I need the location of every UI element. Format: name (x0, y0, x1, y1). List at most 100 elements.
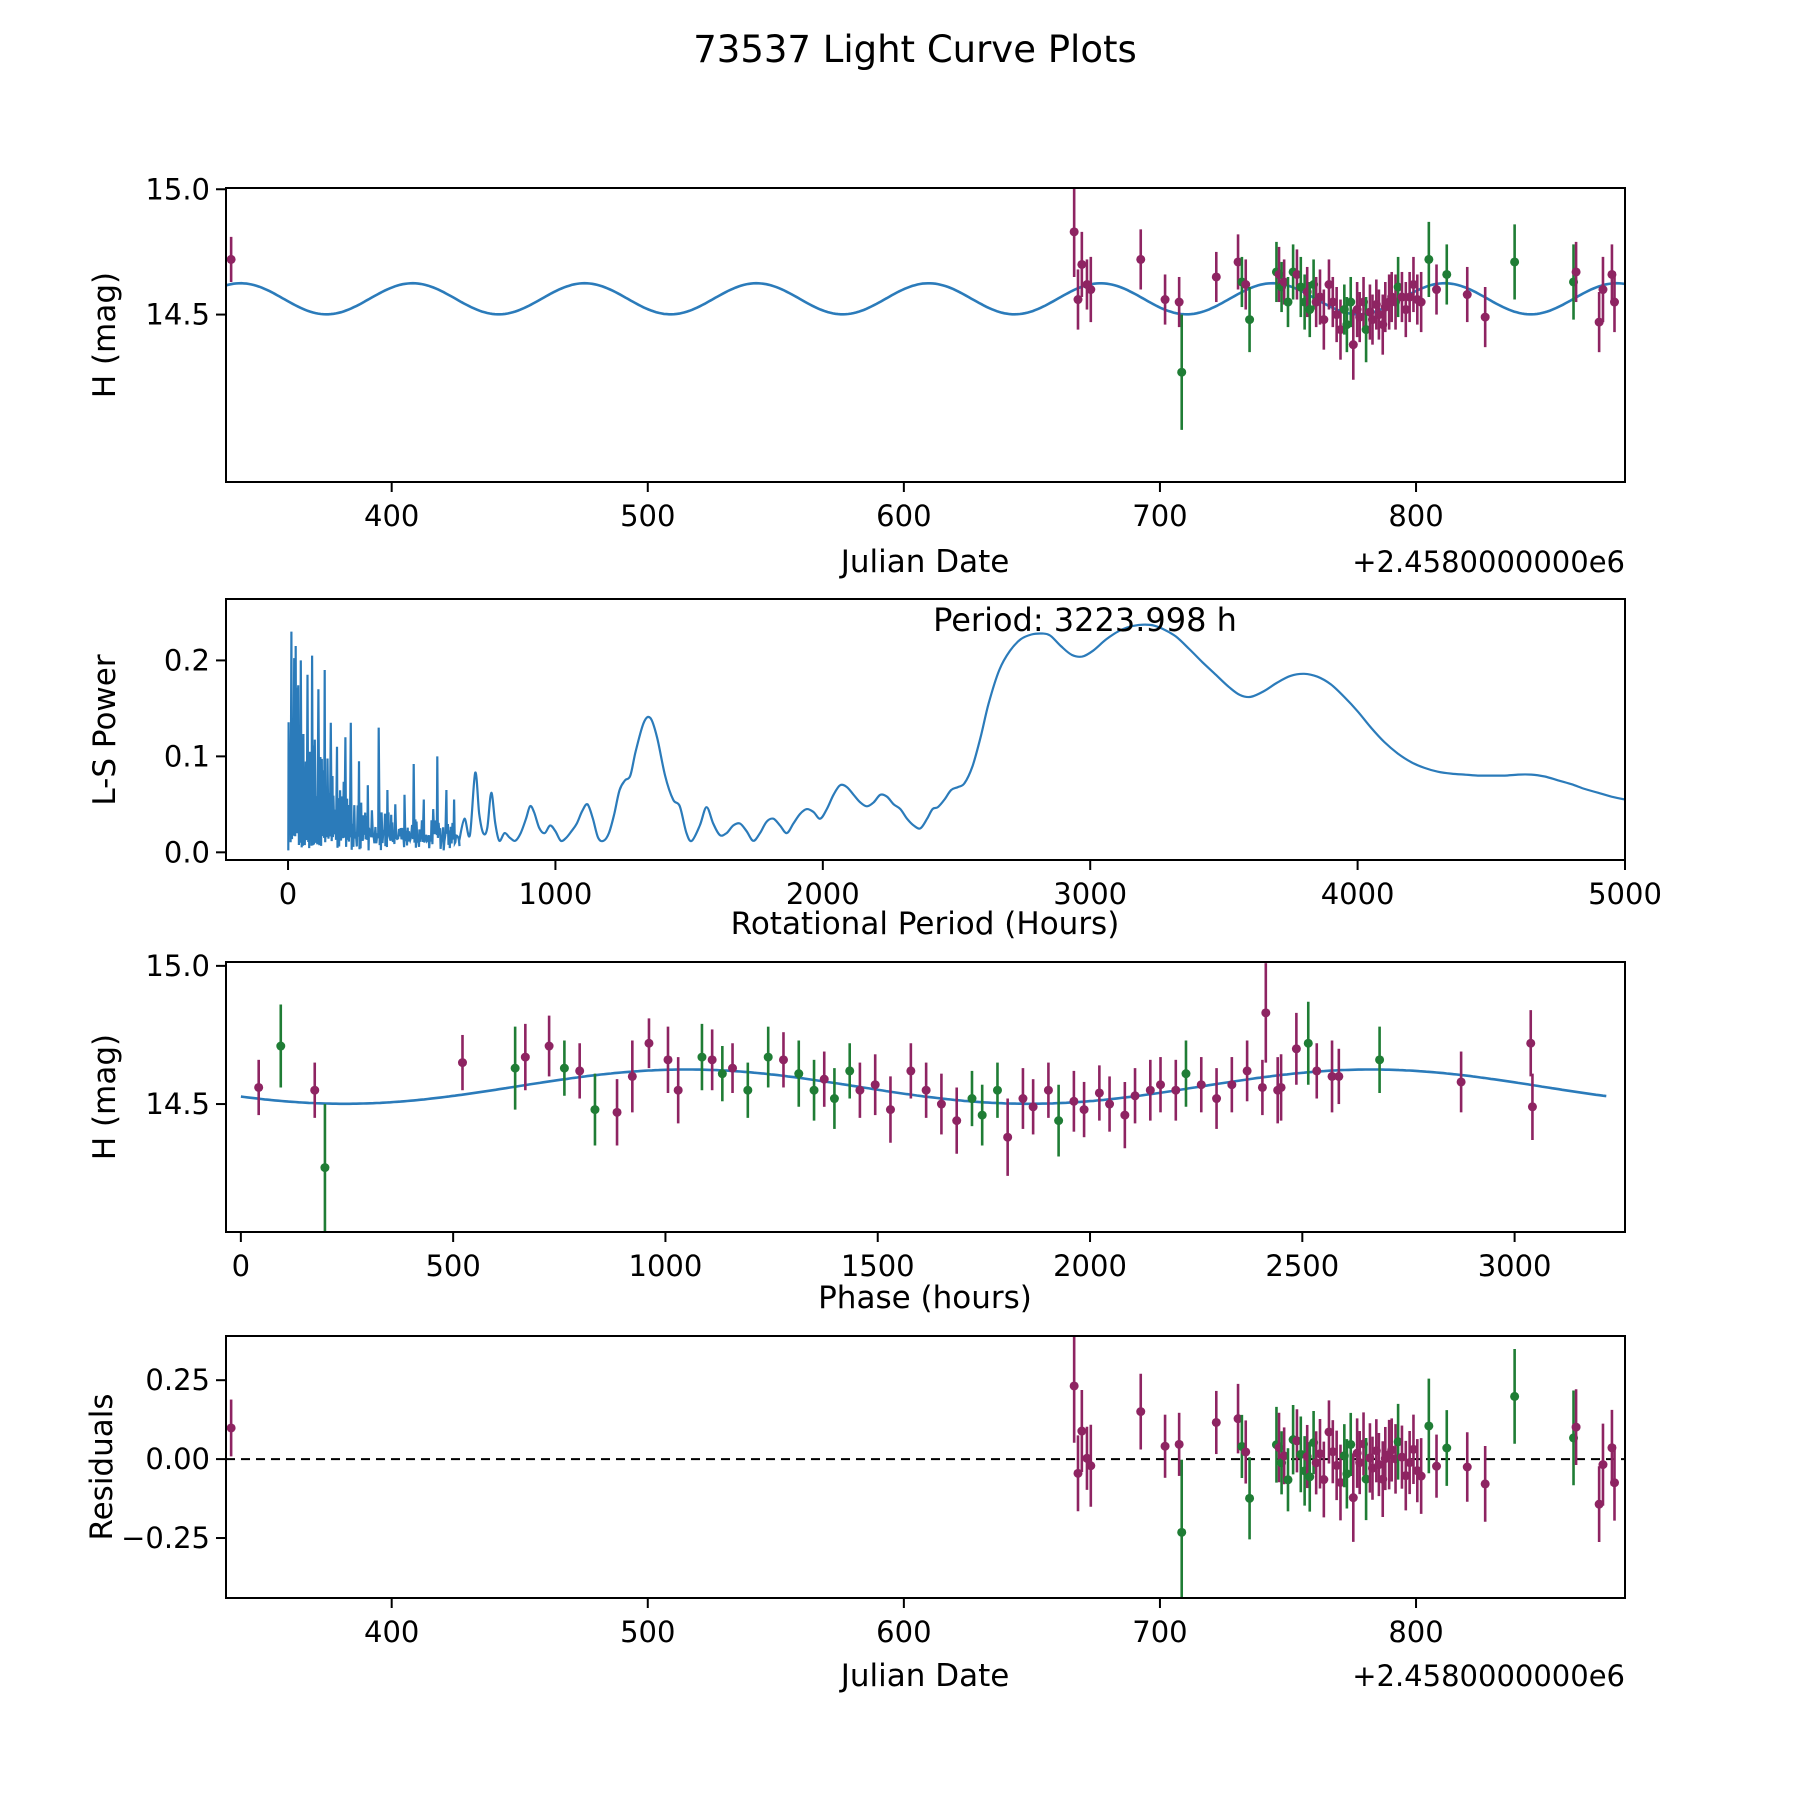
data-point (1181, 1069, 1191, 1079)
data-point (1156, 1080, 1166, 1090)
data-point (1598, 285, 1608, 295)
data-point (1327, 1071, 1337, 1081)
data-point (885, 1105, 895, 1115)
data-point (794, 1069, 804, 1079)
data-point (1211, 1417, 1221, 1427)
data-point (829, 1094, 839, 1104)
data-point (1355, 312, 1365, 322)
data-point (1334, 1071, 1344, 1081)
data-point (1311, 1458, 1321, 1468)
data-point (612, 1107, 622, 1117)
data-point (1105, 1099, 1115, 1109)
data-point (967, 1094, 977, 1104)
x-tick-label: 400 (364, 1615, 419, 1649)
x-tick-label: 1000 (629, 1249, 703, 1283)
data-point (1401, 1471, 1411, 1481)
data-point (1397, 1452, 1407, 1462)
data-point (1211, 272, 1221, 282)
periodogram-data-layer (287, 623, 1625, 851)
data-point (763, 1052, 773, 1062)
data-point (1241, 1447, 1251, 1457)
data-point (809, 1085, 819, 1095)
data-point (1292, 1436, 1302, 1446)
data-point (1405, 1458, 1415, 1468)
data-point (1171, 1085, 1181, 1095)
data-point (673, 1085, 683, 1095)
data-point (936, 1099, 946, 1109)
data-point (226, 1423, 236, 1433)
x-tick-label: 2000 (786, 877, 860, 911)
x-tick-label: 600 (876, 499, 931, 533)
data-point (1082, 1453, 1092, 1463)
x-tick-label: 3000 (1478, 1249, 1552, 1283)
data-point (1160, 295, 1170, 305)
data-point (644, 1038, 654, 1048)
light-curve-data-layer (226, 188, 1625, 430)
data-point (1397, 292, 1407, 302)
data-point (1319, 1475, 1329, 1485)
data-point (1054, 1116, 1064, 1126)
data-point (1361, 325, 1371, 335)
data-point (1594, 317, 1604, 327)
data-point (1120, 1110, 1130, 1120)
periodogram-axes-box (225, 598, 1626, 861)
data-point (952, 1116, 962, 1126)
data-point (1174, 297, 1184, 307)
data-point (870, 1080, 880, 1090)
data-point (1303, 1038, 1313, 1048)
data-point (575, 1066, 585, 1076)
data-point (1233, 1414, 1243, 1424)
data-point (906, 1066, 916, 1076)
y-tick-label: 0.1 (164, 739, 210, 773)
data-point (1462, 1462, 1472, 1472)
data-point (1348, 340, 1358, 350)
y-tick-label: 15.0 (145, 949, 210, 983)
data-point (544, 1041, 554, 1051)
phase-curve-data-layer (240, 963, 1607, 1232)
data-point (1312, 1066, 1322, 1076)
data-point (1361, 1474, 1371, 1484)
data-point (1319, 315, 1329, 325)
data-point (1424, 254, 1434, 264)
data-point (1324, 1427, 1334, 1437)
data-point (1177, 367, 1187, 377)
x-tick-label: 2500 (1265, 1249, 1339, 1283)
x-tick-label: 1500 (841, 1249, 915, 1283)
data-point (1610, 297, 1620, 307)
data-point (1069, 1096, 1079, 1106)
data-point (1069, 227, 1079, 237)
x-tick-label: 500 (620, 499, 675, 533)
data-point (977, 1110, 987, 1120)
phase-x-axis-label: Phase (hours) (818, 1280, 1032, 1316)
data-point (1086, 285, 1096, 295)
lc-x-axis-label: Julian Date (839, 544, 1010, 580)
data-point (1079, 1105, 1089, 1115)
data-point (855, 1085, 865, 1095)
data-point (717, 1069, 727, 1079)
data-point (1456, 1077, 1466, 1087)
data-point (663, 1055, 673, 1065)
residuals-x-axis-label: Julian Date (839, 1658, 1010, 1694)
period-annotation: Period: 3223.998 h (933, 601, 1237, 639)
y-tick-label: 0.00 (145, 1442, 210, 1476)
data-point (1405, 292, 1415, 302)
data-point (510, 1063, 520, 1073)
data-point (1462, 290, 1472, 300)
data-point (1424, 1421, 1434, 1431)
data-point (1348, 1493, 1358, 1503)
x-tick-label: 500 (425, 1249, 480, 1283)
data-point (1416, 297, 1426, 307)
data-point (1510, 257, 1520, 267)
y-tick-label: 15.0 (145, 172, 210, 206)
data-point (1324, 279, 1334, 289)
data-point (1130, 1091, 1140, 1101)
data-point (1196, 1080, 1206, 1090)
residuals-x-axis-offset: +2.4580000000e6 (1352, 1659, 1625, 1693)
data-point (1355, 1458, 1365, 1468)
data-point (1227, 1080, 1237, 1090)
y-tick-label: 14.5 (145, 1087, 210, 1121)
data-point (1393, 1437, 1403, 1447)
data-point (1342, 320, 1352, 330)
data-point (1073, 295, 1083, 305)
